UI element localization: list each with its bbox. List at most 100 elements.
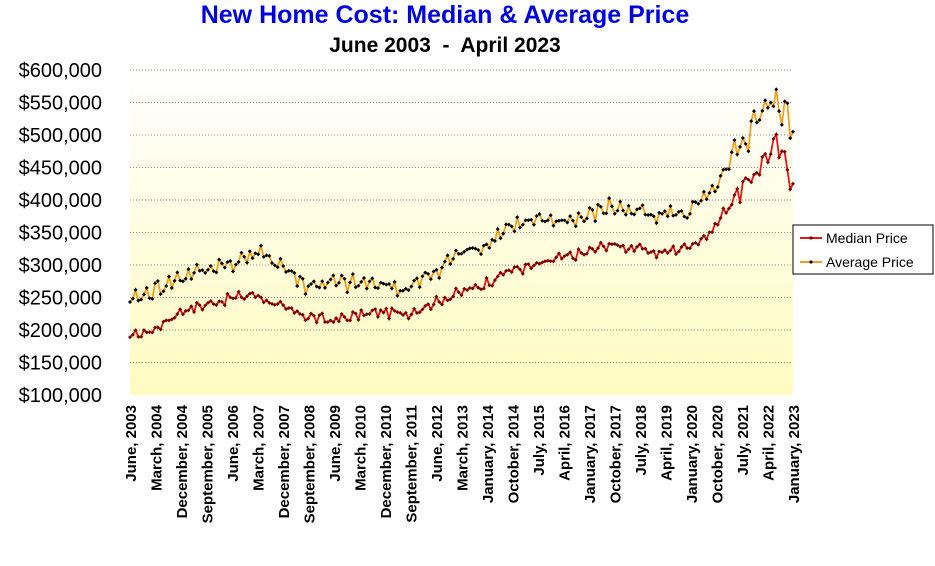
median-price-point — [640, 246, 645, 251]
median-price-point — [537, 261, 542, 266]
average-price-point — [557, 218, 561, 223]
average-price-point — [398, 288, 403, 293]
median-price-point — [570, 256, 575, 261]
average-price-point — [495, 227, 500, 232]
average-price-point — [292, 270, 297, 275]
average-price-point — [785, 101, 790, 106]
average-price-point — [370, 276, 375, 281]
median-price-point — [509, 269, 514, 274]
average-price-point — [200, 268, 205, 273]
median-price-point — [760, 154, 765, 159]
median-price-point — [573, 258, 578, 263]
median-price-point — [144, 330, 149, 335]
x-tick-label: March, 2007 — [251, 405, 268, 491]
average-price-point — [515, 215, 520, 220]
median-price-point — [495, 274, 500, 279]
median-price-point — [242, 297, 247, 302]
average-price-point — [506, 222, 511, 227]
average-price-point — [740, 136, 745, 141]
median-price-point — [403, 310, 408, 315]
median-price-point — [336, 319, 341, 324]
median-price-point — [791, 181, 795, 186]
median-price-point — [414, 310, 419, 315]
median-price-point — [699, 236, 704, 241]
x-tick-label: December, 2010 — [378, 405, 395, 518]
median-price-point — [481, 286, 486, 291]
average-price-point — [264, 253, 269, 258]
median-price-point — [768, 152, 773, 157]
median-price-point — [214, 302, 219, 307]
median-price-point — [704, 237, 709, 242]
median-price-point — [164, 318, 169, 323]
average-price-point — [668, 204, 673, 209]
median-price-point — [412, 306, 417, 311]
median-price-point — [158, 327, 163, 332]
average-price-point — [228, 258, 233, 263]
y-tick-label: $150,000 — [19, 353, 102, 375]
median-price-point — [612, 241, 617, 246]
median-price-point — [428, 307, 433, 312]
average-price-point — [735, 152, 740, 157]
median-price-point — [576, 247, 581, 252]
average-price-point — [687, 211, 692, 216]
average-price-point — [306, 284, 311, 289]
median-price-point — [456, 290, 461, 295]
median-price-point — [476, 285, 481, 290]
median-price-point — [752, 172, 756, 177]
average-price-point — [679, 208, 684, 213]
median-price-point — [584, 251, 589, 256]
average-price-point — [367, 279, 372, 284]
y-tick-label: $450,000 — [19, 158, 102, 180]
average-price-point — [612, 211, 617, 216]
average-price-point — [175, 270, 180, 275]
median-price-point — [710, 230, 715, 235]
median-price-point — [785, 167, 790, 172]
median-price-point — [314, 320, 319, 325]
median-price-point — [169, 317, 174, 322]
average-price-point — [738, 144, 743, 149]
x-tick-label: June, 2006 — [225, 405, 242, 482]
median-price-point — [197, 303, 202, 308]
median-price-point — [501, 272, 506, 277]
average-price-point — [646, 212, 651, 217]
median-price-point — [735, 186, 740, 191]
median-price-point — [261, 300, 266, 305]
average-price-point — [453, 248, 458, 253]
chart-subtitle: June 2003 - April 2023 — [329, 34, 561, 57]
median-price-point — [604, 248, 609, 253]
average-price-point — [440, 265, 444, 270]
median-price-point — [721, 206, 726, 211]
median-price-point — [743, 175, 748, 180]
x-tick-label: January, 2014 — [480, 404, 497, 503]
average-price-point — [760, 108, 765, 113]
median-price-point — [548, 259, 553, 264]
average-price-point — [526, 218, 531, 223]
average-price-point — [721, 167, 726, 172]
average-price-point — [317, 285, 322, 290]
average-price-point — [384, 282, 389, 287]
average-price-point — [339, 273, 344, 278]
median-price-point — [643, 246, 648, 251]
median-price-point — [607, 241, 612, 246]
x-tick-label: October, 2017 — [608, 405, 625, 503]
median-price-point — [317, 313, 322, 318]
median-price-point — [465, 288, 470, 293]
x-tick-label: April, 2019 — [659, 405, 676, 481]
x-tick-label: October, 2014 — [506, 404, 523, 503]
median-price-point — [231, 296, 236, 301]
y-tick-label: $300,000 — [19, 255, 102, 277]
average-price-point — [484, 242, 489, 247]
average-price-point — [621, 208, 626, 213]
average-price-point — [609, 204, 614, 209]
median-price-point — [423, 303, 428, 308]
average-price-point — [662, 209, 667, 214]
median-price-point — [356, 317, 361, 322]
median-price-point — [297, 311, 302, 316]
x-tick-label: June, 2009 — [327, 405, 344, 482]
median-price-point — [136, 334, 141, 339]
average-price-point — [345, 290, 350, 295]
median-price-point — [729, 202, 734, 207]
median-price-point — [724, 211, 729, 216]
average-price-point — [161, 289, 166, 294]
median-price-point — [726, 206, 731, 211]
